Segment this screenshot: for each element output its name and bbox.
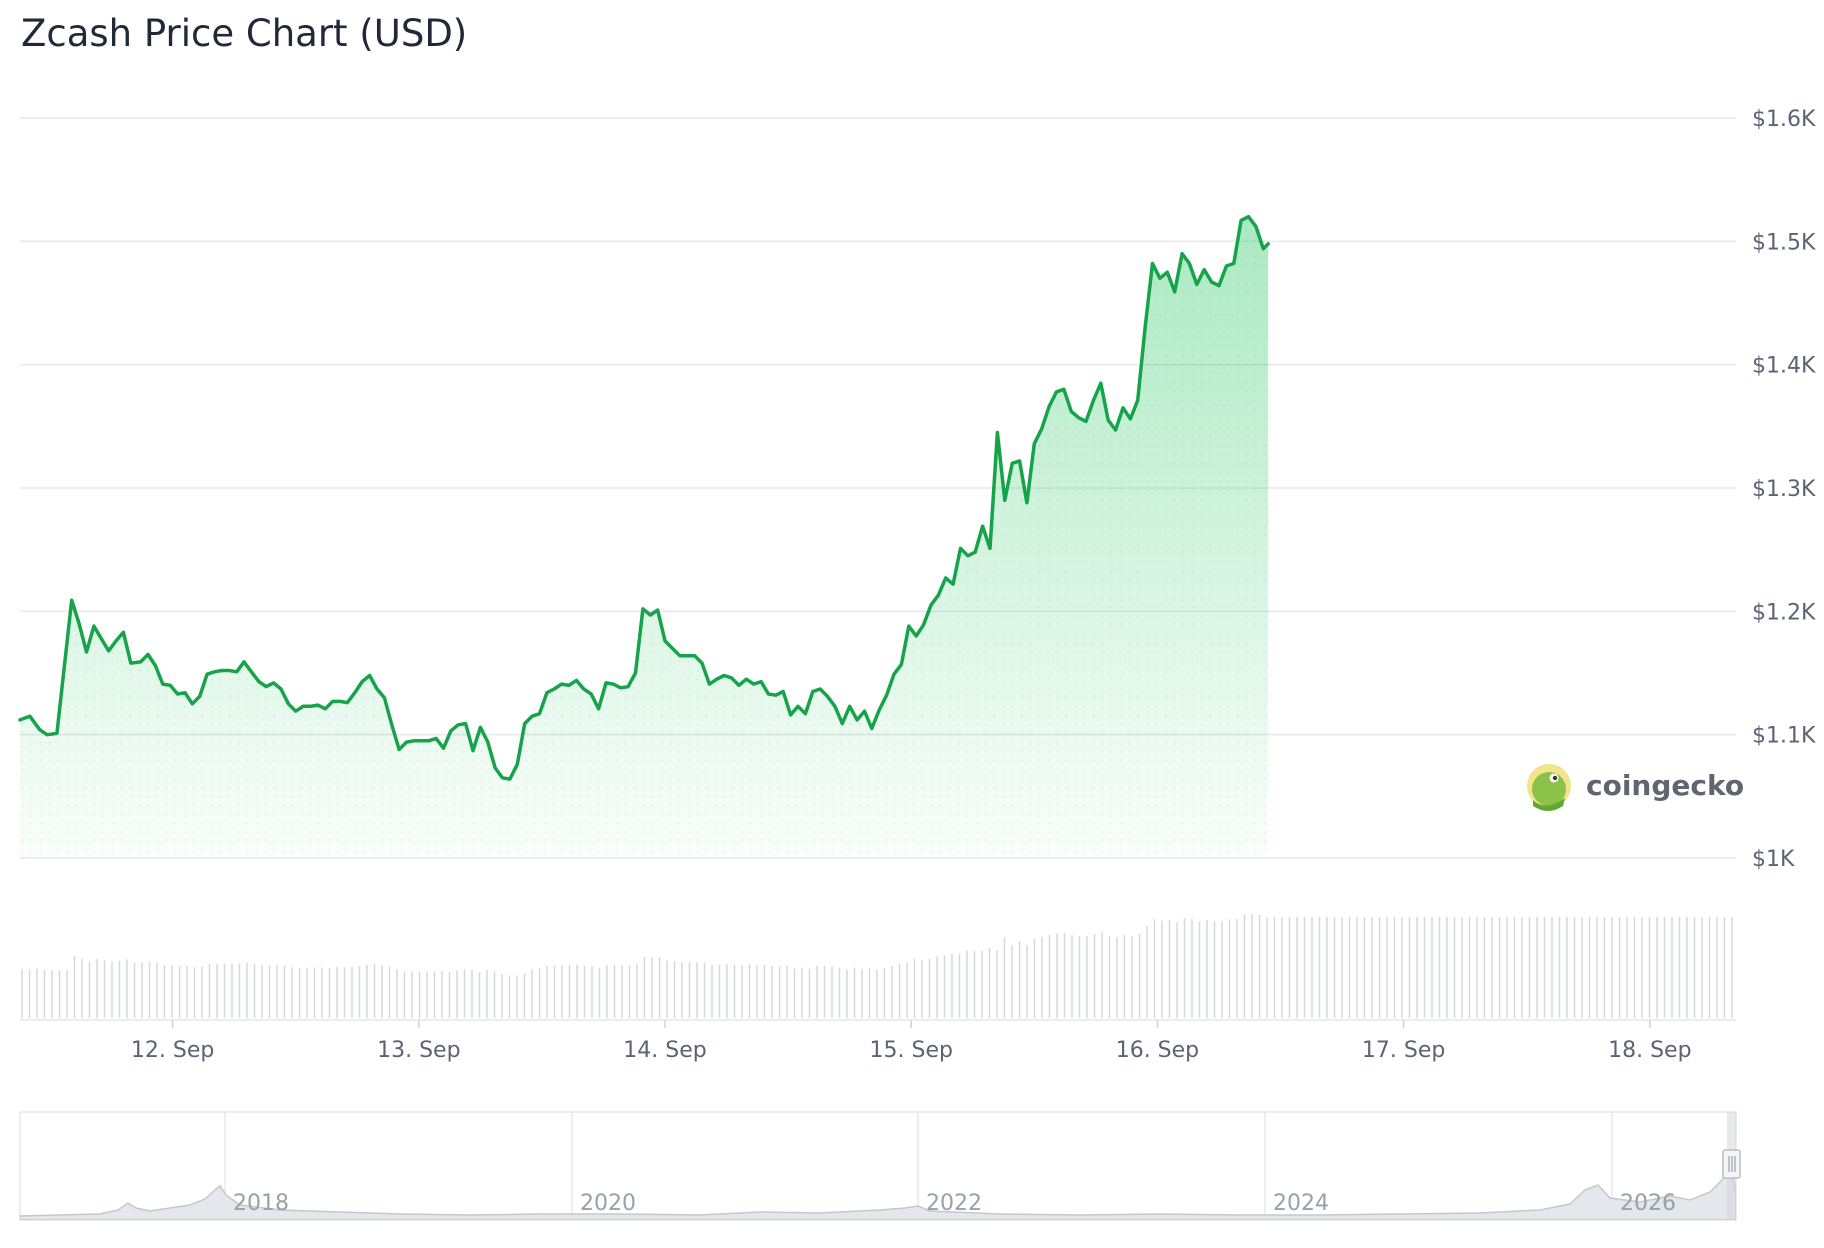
navigator-year-label: 2022	[926, 1191, 982, 1216]
x-tick-label: 14. Sep	[623, 1038, 706, 1063]
navigator-handle[interactable]	[1722, 1149, 1741, 1179]
x-tick-label: 16. Sep	[1116, 1038, 1199, 1063]
chart-title: Zcash Price Chart (USD)	[21, 12, 468, 55]
x-axis-ticks: 12. Sep 13. Sep 14. Sep 15. Sep 16. Sep 17. S…	[131, 1020, 1692, 1063]
price-line[interactable]	[18, 214, 1270, 781]
navigator-year-lines	[224, 1112, 1613, 1220]
coingecko-watermark: coingecko	[1527, 764, 1744, 811]
navigator-frame	[19, 1111, 1737, 1221]
y-tick-label: $1.3K	[1752, 477, 1816, 502]
price-area-texture	[20, 216, 1269, 858]
navigator-year-label: 2018	[233, 1191, 289, 1216]
navigator-year-label: 2020	[580, 1191, 636, 1216]
range-navigator[interactable]: 2018 2020 2022 2024 2026	[19, 1111, 1741, 1221]
watermark-text: coingecko	[1586, 769, 1744, 802]
y-tick-label: $1.5K	[1752, 230, 1816, 255]
x-tick-label: 12. Sep	[131, 1038, 214, 1063]
x-tick-label: 15. Sep	[870, 1038, 953, 1063]
navigator-year-ticks: 2018 2020 2022 2024 2026	[233, 1191, 1676, 1216]
volume-bars	[21, 914, 1733, 1018]
y-tick-label: $1.6K	[1752, 107, 1816, 132]
y-tick-label: $1.1K	[1752, 724, 1816, 749]
y-tick-label: $1K	[1752, 847, 1795, 872]
x-tick-label: 13. Sep	[377, 1038, 460, 1063]
y-axis-ticks: $1K $1.1K $1.2K $1.3K $1.4K $1.5K $1.6K	[1752, 107, 1816, 872]
x-tick-label: 17. Sep	[1362, 1038, 1445, 1063]
navigator-year-label: 2026	[1620, 1191, 1676, 1216]
gecko-logo-icon	[1527, 764, 1571, 811]
navigator-year-label: 2024	[1273, 1191, 1329, 1216]
x-tick-label: 18. Sep	[1608, 1038, 1691, 1063]
navigator-area	[20, 1168, 1736, 1220]
y-tick-label: $1.2K	[1752, 600, 1816, 625]
y-tick-label: $1.4K	[1752, 354, 1816, 379]
